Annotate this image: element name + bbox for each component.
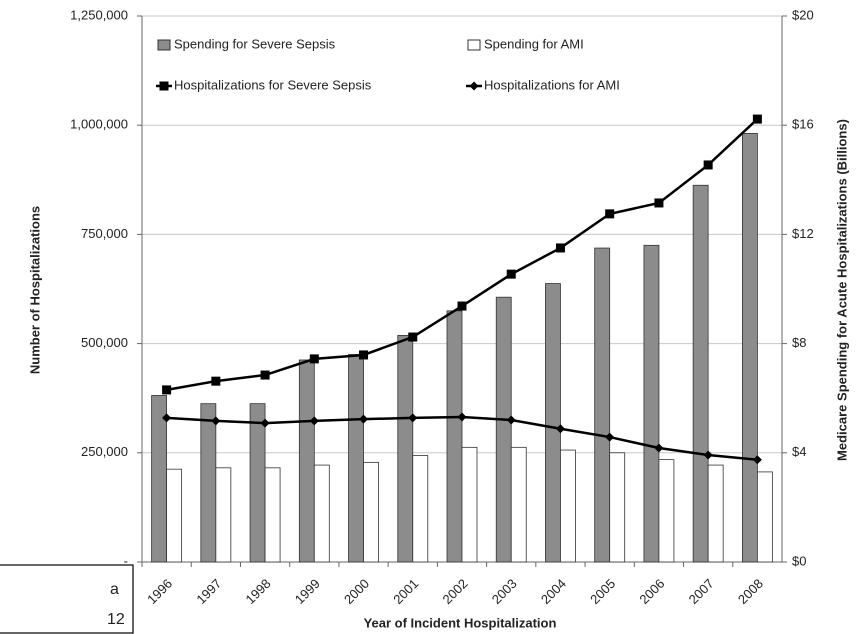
- legend-swatch: [157, 39, 171, 51]
- bar: [545, 283, 561, 563]
- marker: [506, 415, 516, 425]
- marker: [211, 416, 221, 426]
- marker: [309, 354, 319, 364]
- bar: [461, 446, 478, 563]
- bar: [658, 459, 675, 563]
- y2-tick-label: $16: [792, 117, 814, 132]
- y2-tick-label: $12: [792, 226, 814, 241]
- y-tick-label: 750,000: [81, 226, 128, 241]
- x-axis-title: Year of Incident Hospitalization: [364, 615, 557, 630]
- x-tick-label: 2008: [735, 576, 766, 607]
- annotation-text: 12: [107, 611, 125, 628]
- x-tick-label: 2006: [636, 576, 667, 607]
- y-tick-label: 250,000: [81, 444, 128, 459]
- marker: [162, 385, 172, 395]
- x-tick-label: 1999: [292, 576, 323, 607]
- bar: [707, 464, 724, 563]
- y2-tick-label: $8: [792, 335, 806, 350]
- marker: [703, 160, 713, 170]
- y2-tick-label: $20: [792, 7, 814, 22]
- y-axis-title: Number of Hospitalizations: [27, 206, 42, 374]
- x-tick-label: 2003: [489, 576, 520, 607]
- bar: [313, 464, 330, 563]
- marker: [162, 413, 172, 423]
- marker: [359, 414, 369, 424]
- marker: [359, 350, 369, 360]
- marker: [654, 198, 664, 208]
- bar: [643, 244, 660, 563]
- x-tick-label: 1998: [243, 576, 274, 607]
- bar: [741, 132, 758, 563]
- x-tick-label: 2007: [686, 576, 717, 607]
- y2-tick-label: $4: [792, 444, 806, 459]
- marker: [506, 269, 516, 279]
- legend-label: Hospitalizations for AMI: [484, 77, 620, 92]
- legend-marker: [469, 81, 479, 91]
- x-tick-label: 2005: [587, 576, 618, 607]
- y-tick-label: 1,250,000: [70, 7, 128, 22]
- marker: [654, 443, 664, 453]
- x-tick-label: 2004: [538, 576, 569, 607]
- bar: [495, 296, 512, 563]
- legend-label: Spending for AMI: [484, 36, 584, 51]
- bar: [594, 247, 611, 563]
- bar: [609, 452, 626, 563]
- marker: [605, 209, 615, 219]
- bar: [151, 395, 168, 563]
- legend-label: Hospitalizations for Severe Sepsis: [174, 77, 372, 92]
- legend-label: Spending for Severe Sepsis: [174, 36, 336, 51]
- y-tick-label: -: [124, 553, 128, 568]
- bar: [249, 403, 266, 563]
- bar: [446, 310, 463, 563]
- bar: [560, 449, 576, 563]
- x-tick-label: 2002: [439, 576, 470, 607]
- marker: [752, 114, 762, 124]
- bar: [264, 467, 281, 563]
- x-tick-label: 1997: [193, 576, 224, 607]
- marker: [408, 332, 418, 342]
- marker: [555, 243, 565, 253]
- marker: [605, 432, 615, 442]
- y-tick-label: 500,000: [81, 335, 128, 350]
- x-tick-label: 2001: [390, 576, 421, 607]
- bar: [692, 184, 709, 563]
- annotation-box: [0, 564, 134, 634]
- marker: [260, 418, 270, 428]
- legend-swatch: [467, 39, 481, 51]
- marker: [408, 413, 418, 423]
- bar: [215, 467, 232, 563]
- bar: [397, 335, 414, 563]
- legend-marker: [159, 81, 169, 91]
- y2-tick-label: $0: [792, 553, 806, 568]
- x-tick-label: 2000: [341, 576, 372, 607]
- marker: [703, 450, 713, 460]
- bar: [756, 471, 773, 563]
- bar: [200, 403, 217, 563]
- bar: [510, 446, 527, 563]
- bar: [348, 354, 364, 563]
- bar: [412, 455, 429, 563]
- y2-axis-title: Medicare Spending for Acute Hospitalizat…: [834, 119, 849, 461]
- bar: [166, 468, 183, 563]
- marker: [457, 301, 467, 311]
- annotation-text: a: [110, 581, 119, 598]
- marker: [752, 455, 762, 465]
- marker: [260, 370, 270, 380]
- marker: [457, 412, 467, 422]
- bar: [363, 461, 379, 563]
- marker: [555, 424, 565, 434]
- marker: [309, 416, 319, 426]
- marker: [211, 376, 221, 386]
- y-tick-label: 1,000,000: [70, 117, 128, 132]
- x-tick-label: 1996: [144, 576, 175, 607]
- bar: [298, 359, 315, 563]
